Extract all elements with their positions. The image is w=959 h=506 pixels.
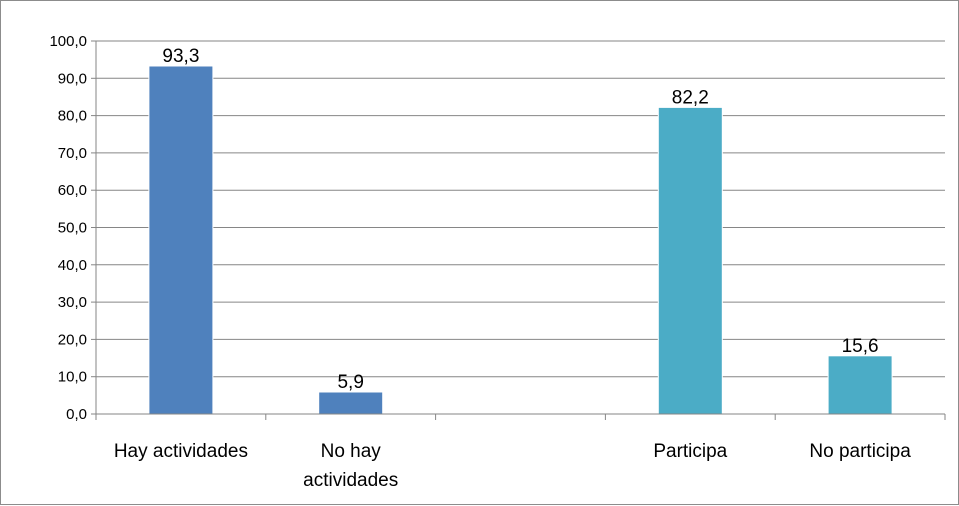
y-tick-label: 80,0: [58, 108, 87, 125]
data-label: 93,3: [162, 46, 199, 67]
bar: [148, 65, 214, 415]
y-tick-label: 50,0: [58, 220, 87, 237]
data-label: 5,9: [337, 372, 363, 393]
x-category-label: Hay actividades: [114, 441, 248, 462]
y-tick-label: 30,0: [58, 294, 87, 311]
data-label: 15,6: [842, 336, 879, 357]
bar: [657, 106, 723, 415]
x-category-label: No participa: [809, 441, 911, 462]
y-tick-label: 40,0: [58, 257, 87, 274]
bar: [318, 391, 384, 415]
y-tick-label: 60,0: [58, 182, 87, 199]
y-tick-label: 20,0: [58, 331, 87, 348]
y-tick-label: 0,0: [66, 406, 87, 423]
x-category-label: actividades: [303, 470, 398, 491]
x-category-label: No hay: [321, 441, 382, 462]
y-tick-label: 100,0: [49, 33, 87, 50]
y-tick-label: 10,0: [58, 369, 87, 386]
y-tick-label: 90,0: [58, 70, 87, 87]
data-label: 82,2: [672, 87, 709, 108]
x-category-label: Participa: [653, 441, 727, 462]
y-tick-label: 70,0: [58, 145, 87, 162]
bar: [827, 355, 893, 415]
